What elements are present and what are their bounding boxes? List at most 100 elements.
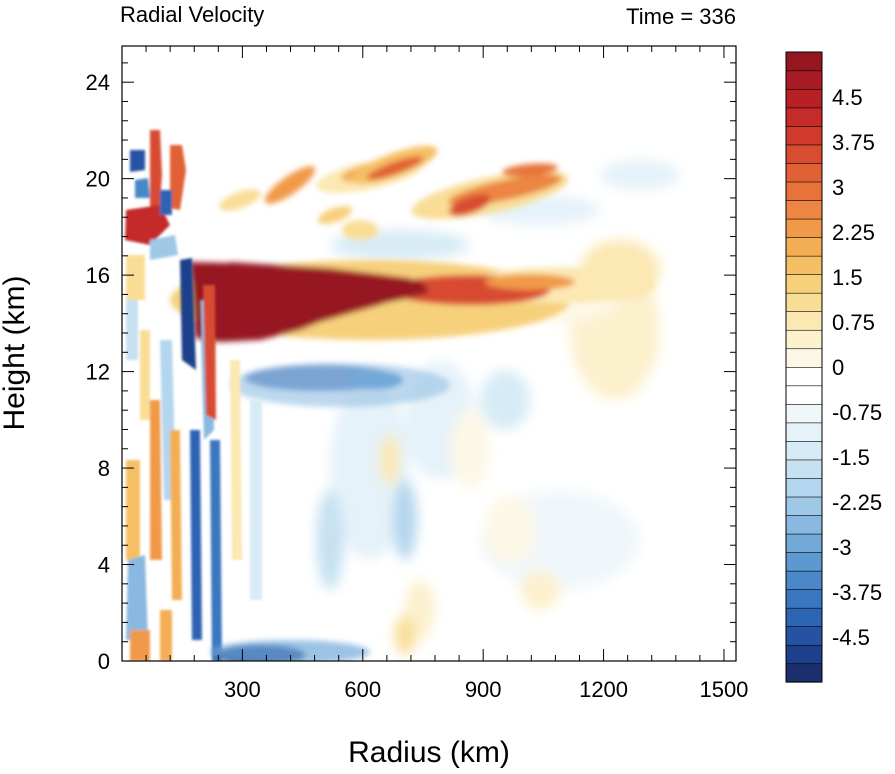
inner-blue-4 xyxy=(180,258,196,370)
x-axis-tick-labels: 300 600 900 1200 1500 xyxy=(224,677,748,702)
y-axis-tick-labels: 0 4 8 12 16 20 24 xyxy=(86,70,110,674)
y-axis-ticks xyxy=(122,62,736,662)
boundary-layer-inflow-halo xyxy=(210,640,370,661)
colorbar-swatch xyxy=(785,51,823,72)
colorbar-frame xyxy=(785,51,823,683)
x-axis-ticks xyxy=(145,46,725,661)
colorbar-tick-label: 3.75 xyxy=(832,130,875,155)
colorbar-tick-label: 3 xyxy=(832,175,844,200)
colorbar-swatch xyxy=(785,255,823,275)
colorbar-swatch xyxy=(785,107,823,127)
inner-blue-1 xyxy=(130,150,145,172)
weak-inflow-2 xyxy=(480,370,530,430)
colorbar-swatch xyxy=(785,589,823,609)
colorbar-swatch xyxy=(785,236,823,257)
inner-red-7 xyxy=(126,460,140,560)
inflow-below-jet-halo xyxy=(230,363,450,407)
inner-red-8 xyxy=(130,630,150,661)
x-tick-label: 600 xyxy=(344,677,381,702)
soft-features xyxy=(316,160,680,655)
upper-band-b-peak xyxy=(449,194,491,216)
inner-red-10 xyxy=(140,330,150,420)
y-tick-label: 0 xyxy=(98,649,110,674)
chart-title-right: Time = 336 xyxy=(626,4,736,29)
x-axis-label: Radius (km) xyxy=(348,736,510,769)
x-tick-label: 1200 xyxy=(579,677,628,702)
colorbar-swatch xyxy=(785,199,823,220)
inner-blue-2 xyxy=(135,178,150,198)
colorbar-swatch xyxy=(785,626,823,646)
colorbar-swatch xyxy=(785,385,823,405)
colorbar-tick-label: -3 xyxy=(832,535,852,560)
colorbar-swatch xyxy=(785,570,823,590)
weak-inflow-6 xyxy=(316,490,344,590)
colorbar-swatch xyxy=(785,144,823,164)
inner-blue-10 xyxy=(126,300,138,360)
colorbar-swatch xyxy=(785,644,823,665)
colorbar-labels: 4.5 3.75 3 2.25 1.5 0.75 0 -0.75 -1.5 -2.25 -3 -3.7… xyxy=(832,85,882,650)
colorbar-swatch xyxy=(785,607,823,628)
colorbar-swatch xyxy=(785,218,823,238)
y-axis-label: Height (km) xyxy=(0,275,31,430)
colorbar-tick-label: -3.75 xyxy=(832,580,882,605)
outflow-jet-extension-tail xyxy=(485,274,575,290)
inner-red-9 xyxy=(160,610,172,661)
upper-band-d xyxy=(317,205,353,225)
plot-frame xyxy=(121,45,737,662)
y-tick-label: 12 xyxy=(86,360,110,385)
weak-inflow-1 xyxy=(600,160,680,190)
colorbar-swatch xyxy=(785,162,823,183)
colorbar-swatch xyxy=(785,459,823,479)
weak-inflow-5 xyxy=(393,480,417,560)
upper-band-b-tail xyxy=(502,163,558,177)
y-tick-label: 8 xyxy=(98,456,110,481)
chart-title-left: Radial Velocity xyxy=(120,2,264,27)
colorbar-swatch xyxy=(785,292,823,313)
colorbar-tick-label: -4.5 xyxy=(832,625,870,650)
outflow-jet-core-edge xyxy=(230,262,420,336)
colorbar-swatch xyxy=(785,274,823,294)
outflow-jet xyxy=(170,260,655,407)
inner-blue-11 xyxy=(150,235,178,260)
colorbar-swatch xyxy=(785,477,823,498)
colorbar xyxy=(785,51,823,683)
inner-red-6 xyxy=(170,430,182,600)
weak-outflow-mid-1 xyxy=(450,410,490,490)
colorbar-swatch xyxy=(785,70,823,90)
colorbar-swatch xyxy=(785,440,823,461)
colorbar-tick-label: 4.5 xyxy=(832,85,863,110)
weak-outflow-mid-4 xyxy=(380,435,400,485)
colorbar-swatch xyxy=(785,181,823,201)
weak-inflow-4 xyxy=(330,380,410,560)
colorbar-swatch xyxy=(785,348,823,368)
colorbar-swatch xyxy=(785,329,823,350)
colorbar-swatch xyxy=(785,366,823,387)
colorbar-tick-label: 1.5 xyxy=(832,265,863,290)
inner-blue-9 xyxy=(126,555,148,640)
colorbar-swatch xyxy=(785,514,823,535)
weak-outflow-lowcore xyxy=(395,615,415,655)
colorbar-tick-label: 2.25 xyxy=(832,220,875,245)
x-tick-label: 900 xyxy=(465,677,502,702)
colorbar-swatch xyxy=(785,496,823,516)
upper-bands xyxy=(219,145,569,240)
y-tick-label: 4 xyxy=(98,553,110,578)
inner-blue-7 xyxy=(190,430,202,640)
inner-blue-12 xyxy=(250,400,262,600)
inner-red-3 xyxy=(125,205,170,245)
colorbar-swatch xyxy=(785,403,823,424)
colorbar-swatch xyxy=(785,551,823,572)
inflow-below-jet-2 xyxy=(347,371,403,389)
inner-red-5 xyxy=(150,400,162,560)
colorbar-swatch xyxy=(785,88,823,109)
colorbar-tick-label: -1.5 xyxy=(832,445,870,470)
boundary-layer xyxy=(210,640,370,661)
x-tick-label: 1500 xyxy=(699,677,748,702)
y-tick-label: 16 xyxy=(86,263,110,288)
upper-band-a3 xyxy=(264,166,316,204)
colorbar-swatch xyxy=(785,422,823,442)
inner-red-12 xyxy=(230,360,242,560)
colorbar-tick-label: 0 xyxy=(832,355,844,380)
inner-blue-3 xyxy=(160,190,172,215)
